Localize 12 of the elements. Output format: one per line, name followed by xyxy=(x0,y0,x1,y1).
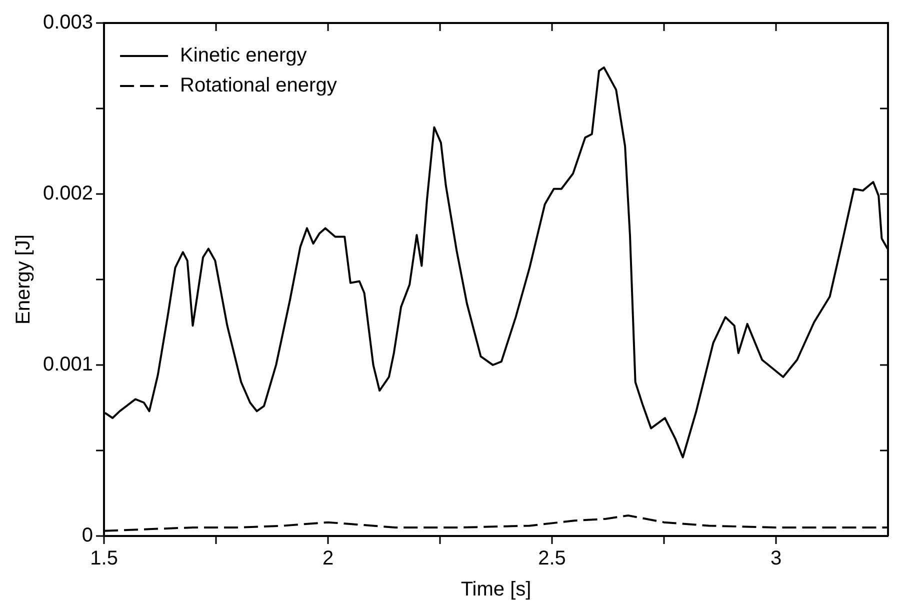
legend-label: Rotational energy xyxy=(180,74,337,97)
y-tick-label: 0 xyxy=(82,524,94,547)
y-tick-label: 0.002 xyxy=(42,182,94,205)
x-tick-label: 2.5 xyxy=(538,548,566,570)
y-tick-label: 0.001 xyxy=(42,354,94,376)
x-tick-label: 3 xyxy=(770,548,782,570)
y-axis-title: Energy [J] xyxy=(12,234,35,325)
x-tick-label: 2 xyxy=(322,548,334,570)
x-axis-title: Time [s] xyxy=(460,578,532,601)
y-tick-label: 0.003 xyxy=(42,12,94,34)
legend-label: Kinetic energy xyxy=(180,44,307,67)
x-tick-label: 1.5 xyxy=(90,548,118,570)
